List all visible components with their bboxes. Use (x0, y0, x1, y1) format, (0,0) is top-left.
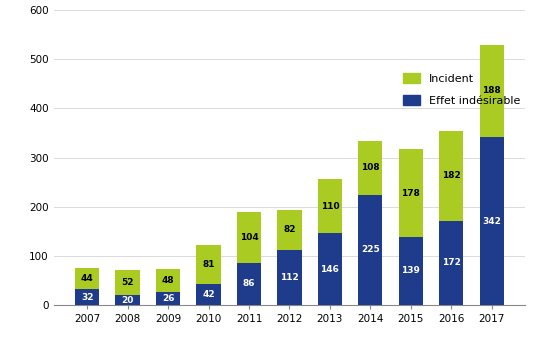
Bar (358, 141, 383, 195)
Bar (196, 245, 221, 284)
Bar (480, 44, 504, 137)
Bar (237, 212, 261, 263)
Text: 188: 188 (482, 86, 501, 95)
Bar (115, 270, 140, 295)
Text: 182: 182 (442, 171, 460, 180)
Bar (75, 290, 99, 305)
Text: 225: 225 (361, 245, 379, 254)
Bar (358, 195, 383, 305)
Text: 20: 20 (122, 296, 134, 305)
Text: 108: 108 (361, 163, 379, 173)
Legend: Incident, Effet indésirable: Incident, Effet indésirable (399, 69, 525, 111)
Text: 104: 104 (240, 233, 258, 242)
Text: 112: 112 (280, 273, 299, 282)
Bar (196, 284, 221, 305)
Bar (439, 131, 464, 221)
Bar (75, 268, 99, 290)
Text: 26: 26 (162, 294, 174, 303)
Bar (156, 292, 180, 305)
Text: 86: 86 (243, 279, 255, 288)
Text: 146: 146 (321, 265, 339, 274)
Bar (318, 179, 342, 233)
Text: 342: 342 (482, 217, 501, 225)
Text: 48: 48 (162, 276, 174, 285)
Text: 172: 172 (442, 258, 460, 267)
Bar (318, 233, 342, 305)
Text: 81: 81 (202, 260, 215, 269)
Bar (277, 250, 302, 305)
Text: 110: 110 (321, 202, 339, 211)
Text: 52: 52 (121, 278, 134, 287)
Bar (156, 269, 180, 292)
Bar (480, 137, 504, 305)
Text: 178: 178 (401, 188, 420, 198)
Text: 82: 82 (283, 225, 296, 234)
Text: 32: 32 (81, 293, 93, 302)
Text: 44: 44 (81, 274, 94, 283)
Bar (237, 263, 261, 305)
Text: 139: 139 (401, 266, 420, 275)
Bar (277, 210, 302, 250)
Bar (399, 149, 423, 237)
Bar (115, 295, 140, 305)
Text: 42: 42 (202, 290, 215, 299)
Bar (439, 221, 464, 305)
Bar (399, 237, 423, 305)
